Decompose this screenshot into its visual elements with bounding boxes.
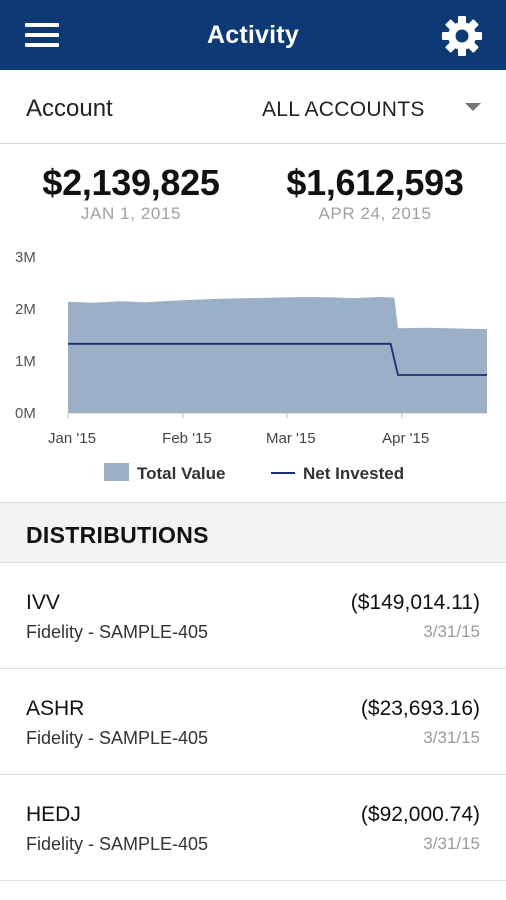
legend-swatch-total-value bbox=[104, 463, 129, 481]
start-value: $2,139,825 bbox=[42, 162, 220, 203]
distribution-account: Fidelity - SAMPLE-405 bbox=[26, 728, 209, 748]
x-tick-label: Apr '15 bbox=[382, 430, 429, 447]
y-tick-label: 1M bbox=[15, 353, 36, 370]
net-invested-line bbox=[68, 342, 487, 376]
settings-button[interactable] bbox=[441, 15, 483, 57]
x-tick-label: Jan '15 bbox=[48, 430, 96, 447]
end-date: APR 24, 2015 bbox=[318, 204, 432, 223]
x-tick-label: Feb '15 bbox=[162, 430, 212, 447]
end-summary: $1,612,593 APR 24, 2015 bbox=[260, 162, 490, 224]
dropdown-caret-icon[interactable] bbox=[465, 103, 481, 111]
distribution-amount: ($149,014.11) bbox=[350, 591, 480, 614]
hamburger-line bbox=[25, 33, 59, 37]
menu-button[interactable] bbox=[25, 22, 59, 48]
distributions-header: DISTRIBUTIONS bbox=[0, 502, 506, 563]
y-tick-label: 3M bbox=[15, 249, 36, 266]
end-value: $1,612,593 bbox=[286, 162, 464, 203]
distribution-item[interactable]: IVV Fidelity - SAMPLE-405 ($149,014.11) … bbox=[0, 563, 506, 669]
start-summary: $2,139,825 JAN 1, 2015 bbox=[16, 162, 246, 224]
x-tick-label: Mar '15 bbox=[266, 430, 316, 447]
activity-chart: 0M 1M 2M 3M Jan '15 Feb '15 Mar '15 Apr '15 To… bbox=[15, 249, 487, 483]
distribution-date: 3/31/15 bbox=[423, 622, 480, 641]
page-title: Activity bbox=[207, 20, 299, 49]
app-bar: Activity bbox=[0, 0, 506, 70]
legend-label-total-value: Total Value bbox=[137, 464, 226, 483]
distribution-account: Fidelity - SAMPLE-405 bbox=[26, 622, 209, 642]
distributions-title: DISTRIBUTIONS bbox=[26, 522, 209, 548]
distribution-symbol: IVV bbox=[26, 591, 60, 614]
hamburger-line bbox=[25, 43, 59, 47]
distribution-account: Fidelity - SAMPLE-405 bbox=[26, 834, 209, 854]
account-label: Account bbox=[26, 95, 113, 122]
y-tick-label: 2M bbox=[15, 301, 36, 318]
account-dropdown[interactable]: ALL ACCOUNTS bbox=[262, 98, 425, 121]
distribution-date: 3/31/15 bbox=[423, 728, 480, 747]
distribution-amount: ($23,693.16) bbox=[360, 697, 480, 720]
y-tick-label: 0M bbox=[15, 405, 36, 422]
legend-label-net-invested: Net Invested bbox=[303, 464, 404, 483]
distribution-symbol: HEDJ bbox=[26, 803, 81, 826]
total-value-area bbox=[68, 297, 487, 413]
distribution-symbol: ASHR bbox=[26, 697, 85, 720]
start-date: JAN 1, 2015 bbox=[80, 204, 182, 223]
distribution-date: 3/31/15 bbox=[423, 834, 480, 853]
hamburger-menu-icon bbox=[25, 23, 59, 27]
distribution-item[interactable]: ASHR Fidelity - SAMPLE-405 ($23,693.16) … bbox=[0, 669, 506, 775]
distribution-amount: ($92,000.74) bbox=[360, 803, 480, 826]
gear-icon bbox=[442, 16, 482, 56]
distribution-item[interactable]: HEDJ Fidelity - SAMPLE-405 ($92,000.74) … bbox=[0, 775, 506, 881]
account-filter-row: Account ALL ACCOUNTS bbox=[0, 70, 506, 144]
